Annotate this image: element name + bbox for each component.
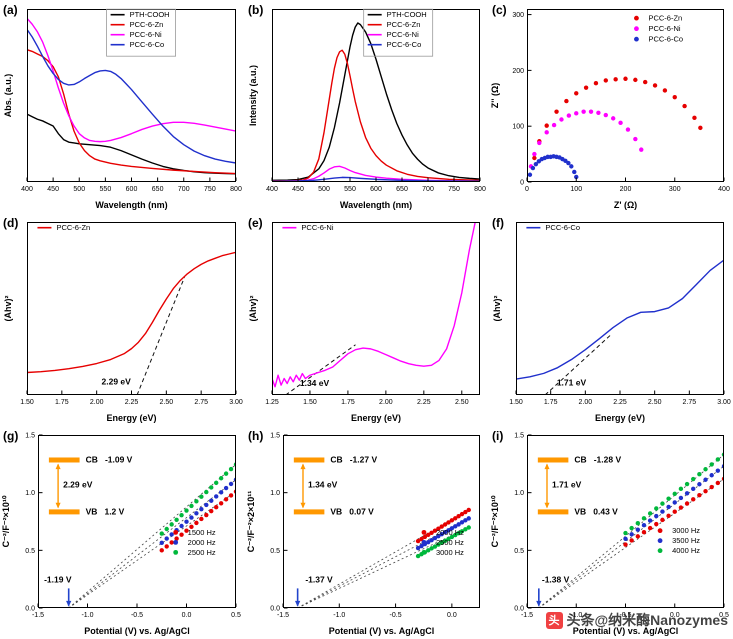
chart-g-canvas — [0, 426, 245, 639]
panel-g — [0, 426, 245, 639]
panel-c — [489, 0, 733, 213]
chart-c-canvas — [489, 0, 733, 213]
chart-d-canvas — [0, 213, 245, 426]
panel-d — [0, 213, 245, 426]
chart-b-canvas — [245, 0, 489, 213]
chart-h-canvas — [245, 426, 489, 639]
panel-i — [489, 426, 733, 639]
panel-a — [0, 0, 245, 213]
chart-f-canvas — [489, 213, 733, 426]
chart-a-canvas — [0, 0, 245, 213]
panel-f — [489, 213, 733, 426]
panel-b — [245, 0, 489, 213]
chart-e-canvas — [245, 213, 489, 426]
chart-i-canvas — [489, 426, 733, 639]
panel-h — [245, 426, 489, 639]
panel-e — [245, 213, 489, 426]
